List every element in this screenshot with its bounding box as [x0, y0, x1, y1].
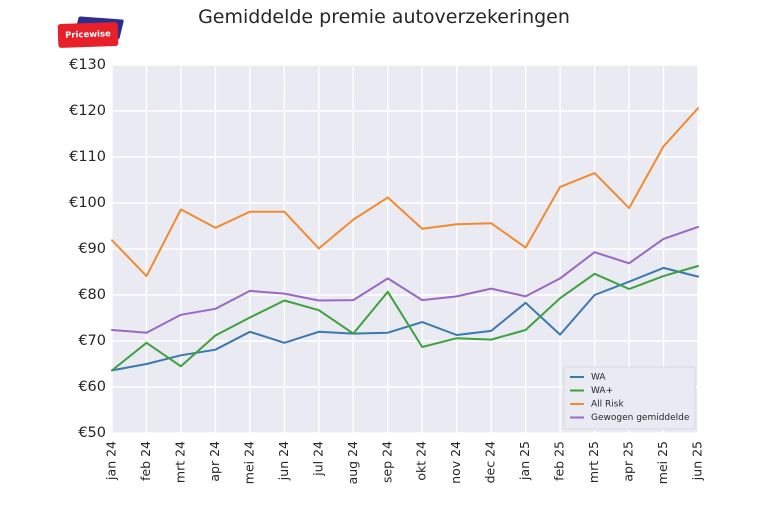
x-tick-label: mei 24 [241, 441, 256, 484]
y-tick-label: €120 [69, 103, 106, 119]
y-tick-label: €100 [69, 195, 106, 211]
y-tick-label: €50 [78, 425, 106, 441]
legend-label: WA [591, 373, 606, 383]
x-tick-label: sep 24 [379, 441, 394, 483]
y-tick-label: €130 [69, 57, 106, 73]
y-tick-label: €80 [78, 287, 106, 303]
x-tick-label: okt 24 [414, 441, 429, 481]
x-tick-label: jul 24 [310, 441, 325, 477]
x-tick-label: apr 24 [207, 441, 222, 482]
x-tick-label: feb 25 [552, 441, 567, 481]
x-tick-label: jun 25 [690, 441, 705, 481]
legend-label: Gewogen gemiddelde [591, 413, 690, 423]
x-tick-label: mrt 25 [586, 441, 601, 483]
legend-label: WA+ [591, 386, 613, 396]
series-line-wa- [111, 265, 699, 372]
x-tick-label: nov 24 [448, 441, 463, 484]
y-tick-label: €110 [69, 149, 106, 165]
x-tick-label: mei 25 [655, 441, 670, 484]
y-tick-label: €70 [78, 333, 106, 349]
legend-box [563, 366, 696, 430]
x-tick-label: jan 25 [517, 441, 532, 481]
x-tick-label: jan 24 [104, 441, 119, 481]
x-tick-label: feb 24 [138, 441, 153, 481]
legend-label: All Risk [591, 400, 624, 410]
y-tick-label: €60 [78, 379, 106, 395]
series-line-wa [111, 266, 699, 372]
x-tick-label: jun 24 [276, 441, 291, 481]
series-line-gewogen-gemiddelde [111, 225, 699, 334]
x-tick-label: apr 25 [621, 441, 636, 482]
x-tick-label: dec 24 [483, 441, 498, 483]
chart-title: Gemiddelde premie autoverzekeringen [198, 6, 570, 28]
series-line-all-risk [111, 107, 699, 278]
x-tick-label: mrt 24 [172, 441, 187, 483]
x-tick-label: aug 24 [345, 441, 360, 484]
y-tick-label: €90 [78, 241, 106, 257]
